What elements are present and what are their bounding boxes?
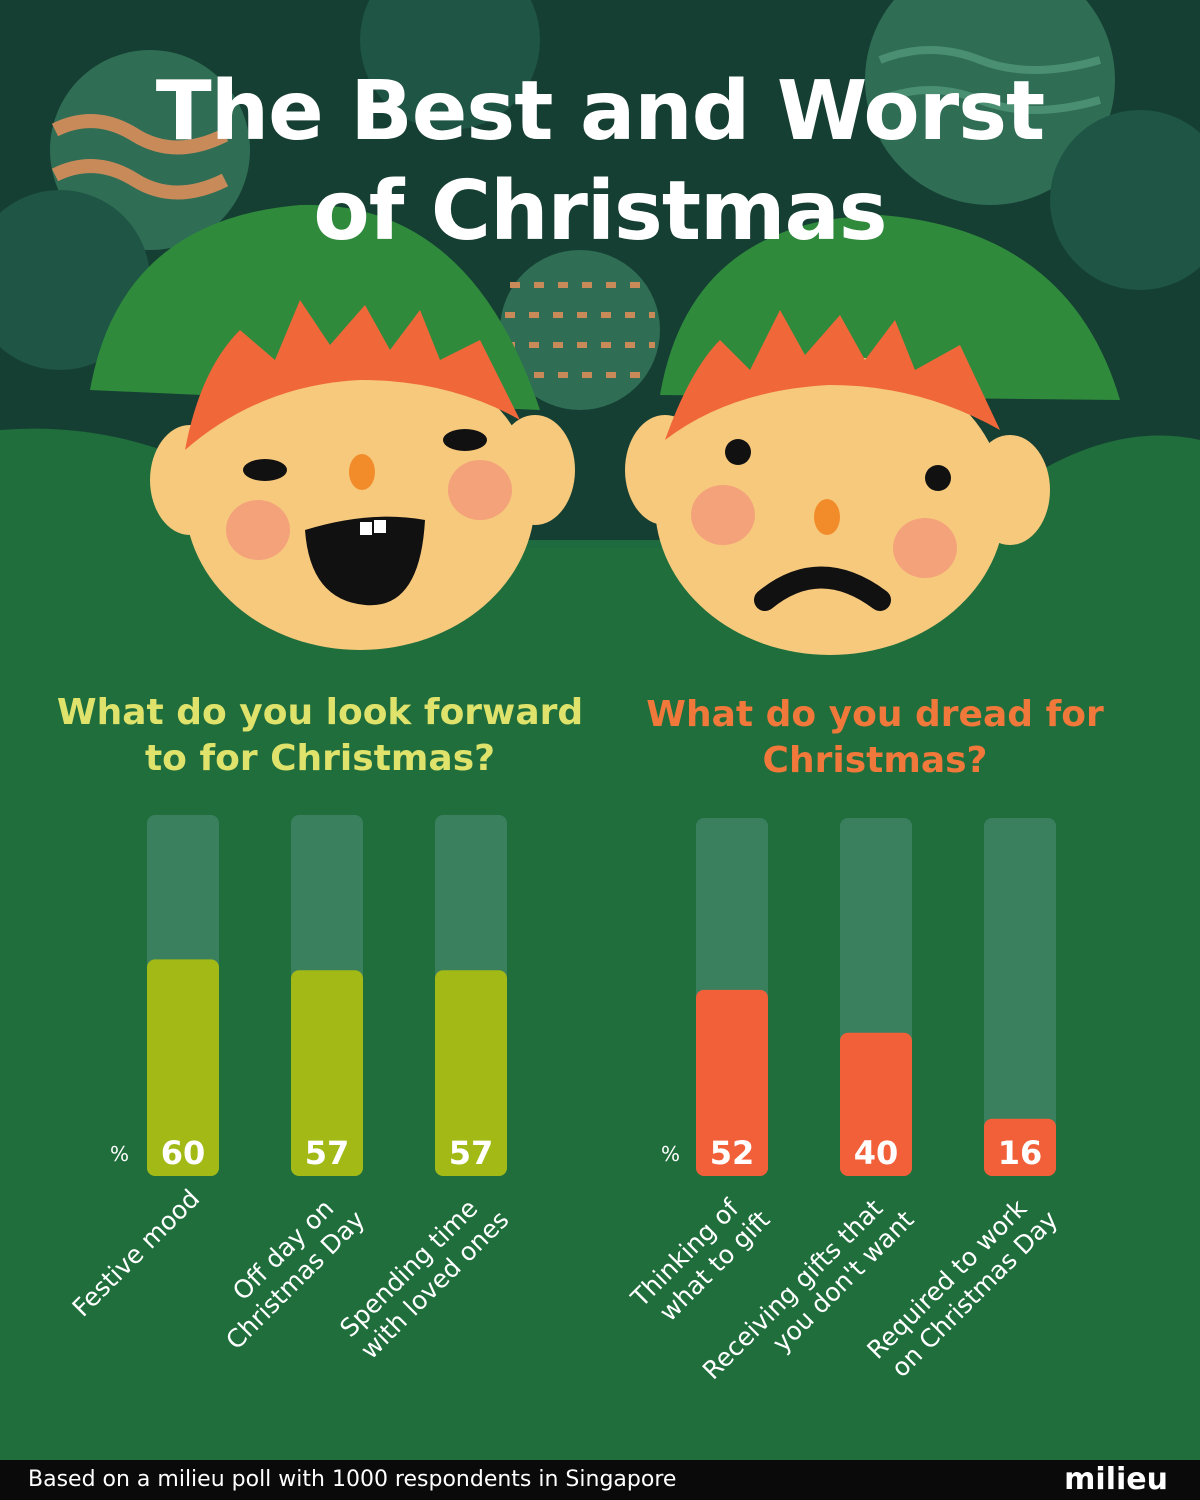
left-chart-question: What do you look forward to for Christma… [56,692,584,779]
ornament-top-center-icon [360,0,540,130]
happy-elf-icon [90,204,575,650]
bar [696,989,768,1176]
bar-value-label: 60 [161,1134,206,1172]
bar [147,959,219,1176]
bar-value-label: 16 [998,1134,1043,1172]
right-chart-question: What do you dread for Christmas? [646,694,1104,781]
bar [435,970,507,1176]
bar-value-label: 57 [305,1134,350,1172]
bar-value-label: 40 [854,1134,899,1172]
footer-source-text: Based on a milieu poll with 1000 respond… [28,1467,677,1492]
title-line-1: The Best and Worst [155,64,1045,159]
bar [840,1032,912,1176]
title-line-2: of Christmas [313,164,887,259]
ornament-center-icon [500,250,660,410]
category-label: Spending timewith loved ones [334,1184,515,1365]
bar-group: 60 Festive mood [67,815,219,1322]
background-illustration [0,0,1200,1460]
category-label: Festive mood [67,1184,206,1323]
ornament-right-icon [865,0,1200,290]
bar-value-label: 57 [449,1134,494,1172]
right-chart-unit: % [661,1142,681,1166]
bar-track [984,818,1056,1176]
left-chart-unit: % [110,1142,130,1166]
green-hill [0,428,1200,1460]
bar-value-label: 52 [710,1134,755,1172]
bar [984,1118,1056,1176]
footer: Based on a milieu poll with 1000 respond… [0,1460,1200,1500]
bar [291,970,363,1176]
sad-elf-icon [625,215,1120,655]
milieu-logo: milieu [1064,1462,1168,1497]
